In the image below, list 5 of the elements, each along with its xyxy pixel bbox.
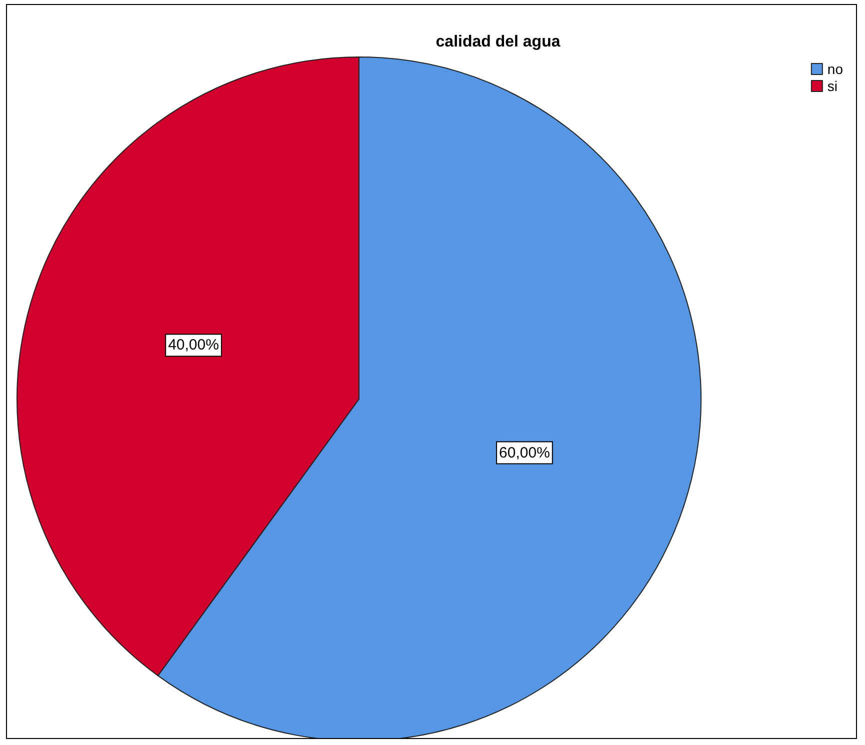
legend-label: no: [827, 61, 844, 77]
data-label: 40,00%: [168, 336, 219, 354]
data-label: 60,00%: [499, 444, 550, 462]
chart-title: calidad del agua: [436, 34, 560, 50]
legend-label: si: [827, 78, 838, 94]
